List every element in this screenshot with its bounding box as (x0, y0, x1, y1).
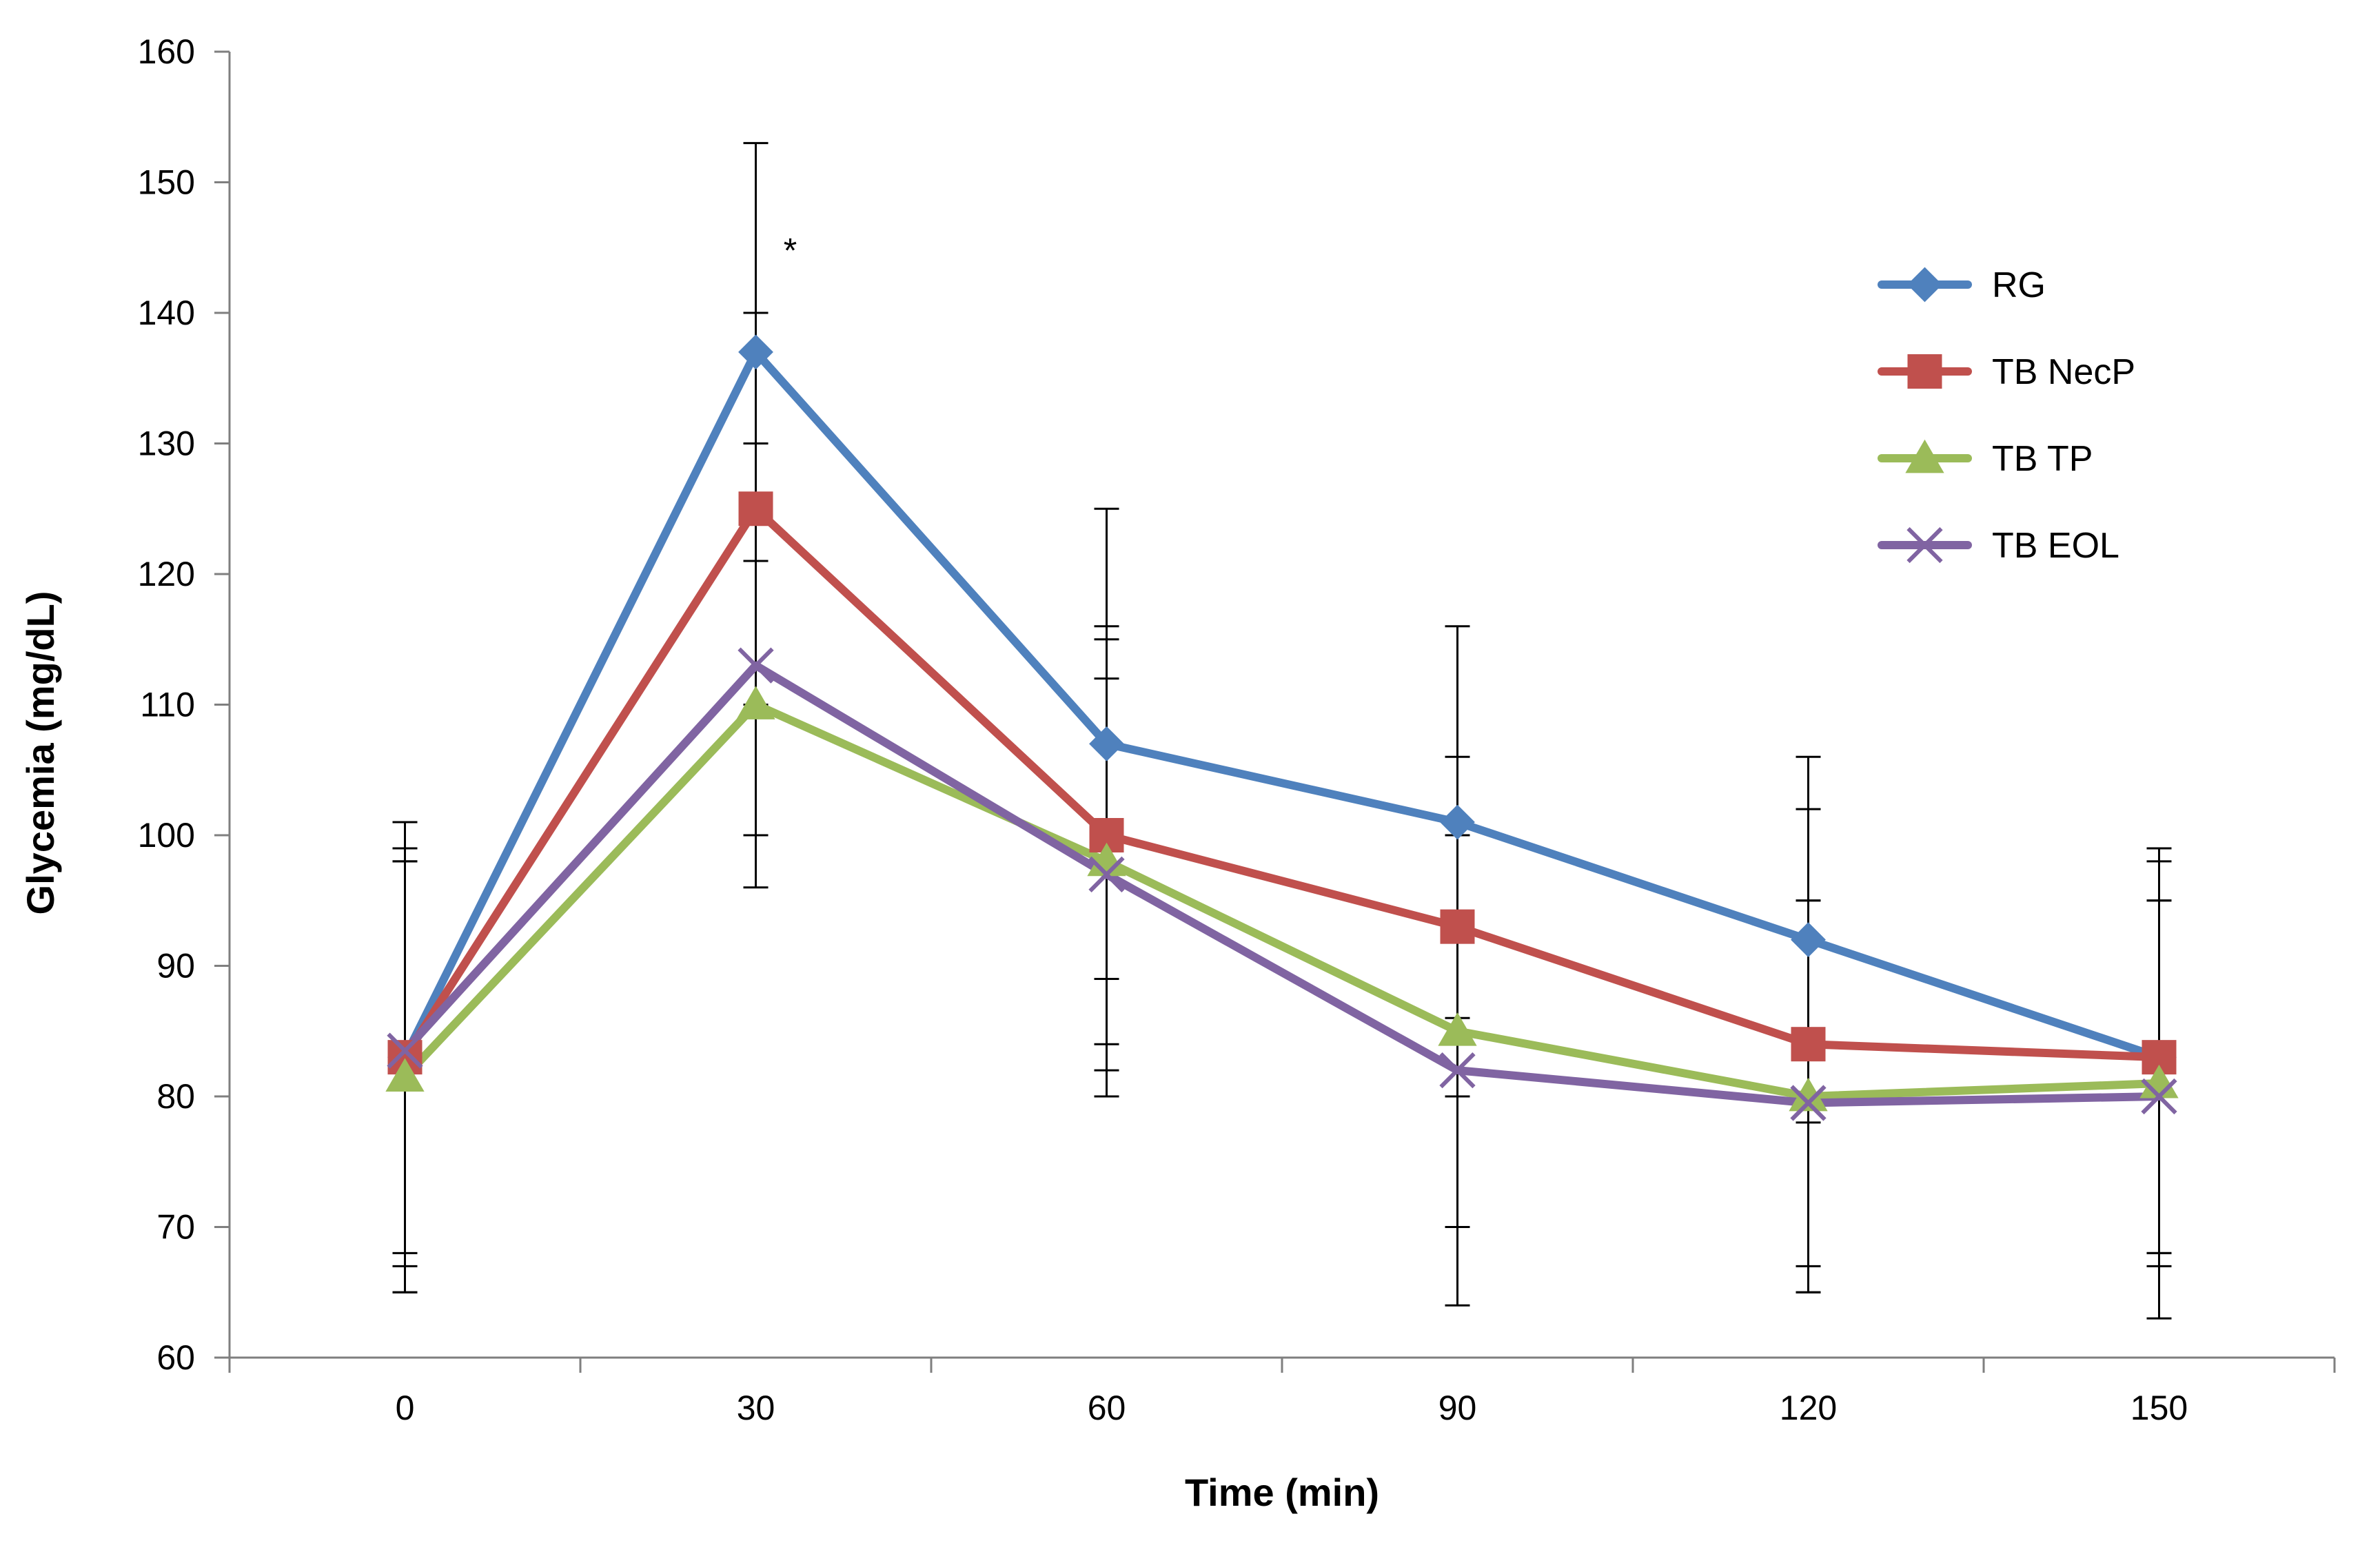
data-point-tb-necp (1440, 909, 1475, 944)
x-tick-label: 90 (1438, 1389, 1477, 1427)
x-axis-title: Time (min) (1185, 1471, 1379, 1514)
y-tick-label: 130 (138, 425, 195, 463)
marker-stroke (2141, 1078, 2177, 1115)
y-tick-label: 110 (140, 686, 195, 724)
marker-stroke (738, 647, 774, 684)
y-tick-label: 100 (138, 816, 195, 855)
series-line-tb-necp (400, 504, 2164, 1062)
x-tick-label: 60 (1088, 1389, 1126, 1427)
legend-item: TB NecP (1878, 352, 2135, 392)
marker-stroke (387, 1032, 423, 1069)
data-point-rg (1791, 922, 1826, 958)
series-line-tb-tp (400, 700, 2164, 1101)
marker-stroke (1790, 1085, 1827, 1121)
legend-swatch-marker (1907, 267, 1942, 303)
data-point-tb-eol (1439, 1052, 1476, 1089)
marker-stroke (1439, 1052, 1476, 1089)
data-point-rg (1089, 726, 1124, 761)
data-point-tb-tp (736, 686, 775, 719)
marker-stroke (1088, 856, 1125, 892)
data-point-tb-necp (738, 491, 773, 526)
series-line-rg (400, 347, 2164, 1062)
series-lines-layer (400, 347, 2164, 1107)
y-tick-label: 160 (138, 32, 195, 71)
data-point-tb-eol (1088, 856, 1125, 892)
data-point-tb-eol (387, 1032, 423, 1069)
data-point-tb-eol (738, 647, 774, 684)
x-tick-label: 150 (2130, 1389, 2188, 1427)
marker-stroke (1906, 526, 1943, 564)
legend-swatch-marker (1905, 439, 1944, 473)
data-point-tb-eol (1790, 1085, 1827, 1121)
data-point-rg (1440, 804, 1475, 840)
data-point-tb-eol (2141, 1078, 2177, 1115)
axes-layer: 60 70 80 90 100 110 120 130 140 150 160 0 30 60 90 120 1… (138, 32, 2336, 1427)
legend: RG TB NecP TB TP TB EOL (1878, 265, 2135, 566)
data-point-tb-tp (1438, 1012, 1477, 1046)
series-line-tb-eol (400, 661, 2164, 1107)
legend-swatch-marker (1907, 354, 1942, 389)
y-tick-label: 70 (156, 1208, 195, 1247)
legend-item: TB EOL (1878, 526, 2119, 566)
data-point-rg (738, 334, 773, 370)
y-tick-label: 120 (138, 555, 195, 593)
x-tick-label: 120 (1780, 1389, 1837, 1427)
y-tick-label: 150 (138, 163, 195, 202)
significance-annotation: * (784, 231, 797, 269)
y-tick-label: 140 (138, 294, 195, 332)
y-tick-label: 80 (156, 1077, 195, 1116)
markers-layer (385, 334, 2179, 1121)
legend-swatch-marker (1906, 526, 1943, 564)
y-axis-title: Glycemia (mg/dL) (19, 591, 62, 915)
y-tick-label: 60 (156, 1338, 195, 1377)
y-tick-label: 90 (156, 947, 195, 985)
data-point-tb-necp (1791, 1027, 1826, 1062)
error-bars-layer (392, 142, 2172, 1320)
legend-item: RG (1878, 265, 2046, 305)
legend-label: TB EOL (1992, 526, 2119, 566)
x-tick-label: 0 (396, 1389, 415, 1427)
data-point-tb-tp (385, 1058, 425, 1092)
legend-label: TB NecP (1992, 352, 2135, 392)
text-layer: Time (min) Glycemia (mg/dL) * (19, 231, 1379, 1514)
legend-label: RG (1992, 265, 2046, 305)
x-tick-label: 30 (737, 1389, 775, 1427)
legend-item: TB TP (1878, 439, 2093, 479)
legend-label: TB TP (1992, 439, 2093, 479)
